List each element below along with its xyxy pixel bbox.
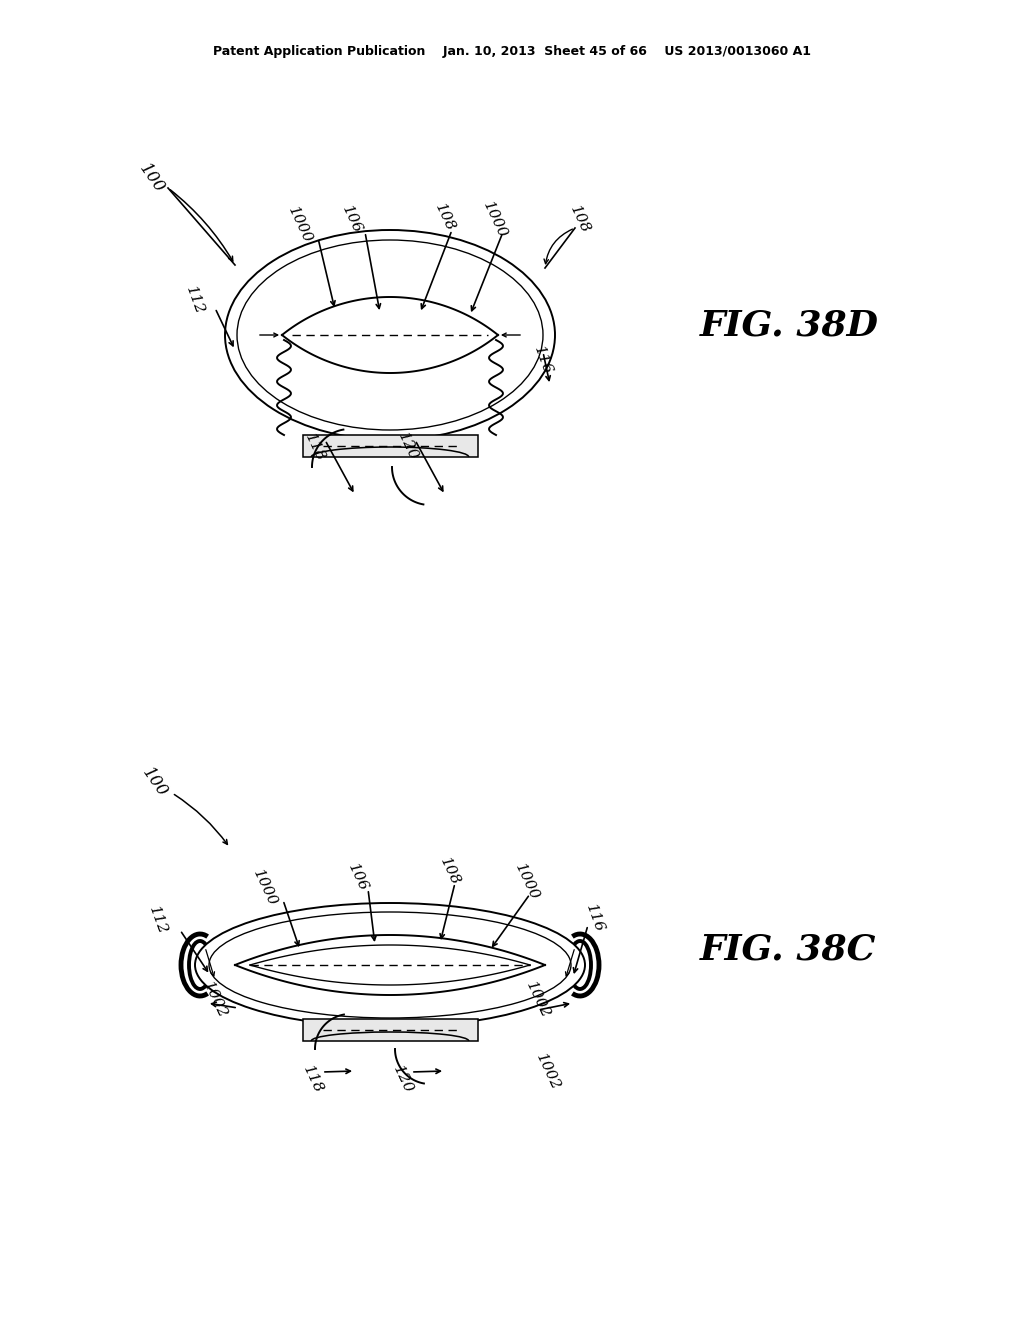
Text: 1000: 1000 — [480, 199, 510, 240]
Text: FIG. 38D: FIG. 38D — [700, 308, 879, 342]
Text: 116: 116 — [531, 345, 555, 376]
Text: 108: 108 — [432, 202, 458, 234]
Text: 112: 112 — [146, 904, 170, 936]
Text: 1000: 1000 — [251, 867, 280, 908]
Text: 100: 100 — [136, 160, 168, 195]
Text: 1002: 1002 — [523, 979, 553, 1020]
Text: 118: 118 — [302, 432, 328, 465]
Text: 112: 112 — [183, 284, 207, 315]
Text: 120: 120 — [395, 430, 421, 463]
Text: 1000: 1000 — [286, 205, 314, 246]
Text: 108: 108 — [567, 203, 593, 236]
Text: 1002: 1002 — [201, 979, 229, 1020]
Text: FIG. 38C: FIG. 38C — [700, 933, 877, 968]
Text: 100: 100 — [139, 764, 171, 800]
Text: 1002: 1002 — [534, 1051, 562, 1093]
Text: Patent Application Publication    Jan. 10, 2013  Sheet 45 of 66    US 2013/00130: Patent Application Publication Jan. 10, … — [213, 45, 811, 58]
Text: 118: 118 — [300, 1064, 326, 1096]
Text: 106: 106 — [340, 203, 365, 236]
Text: 116: 116 — [584, 902, 606, 935]
Text: 120: 120 — [390, 1064, 416, 1096]
Bar — [303, 1019, 478, 1041]
Text: 1000: 1000 — [512, 862, 542, 903]
Text: 106: 106 — [345, 862, 371, 894]
Bar — [303, 436, 478, 457]
Text: 108: 108 — [437, 855, 463, 888]
